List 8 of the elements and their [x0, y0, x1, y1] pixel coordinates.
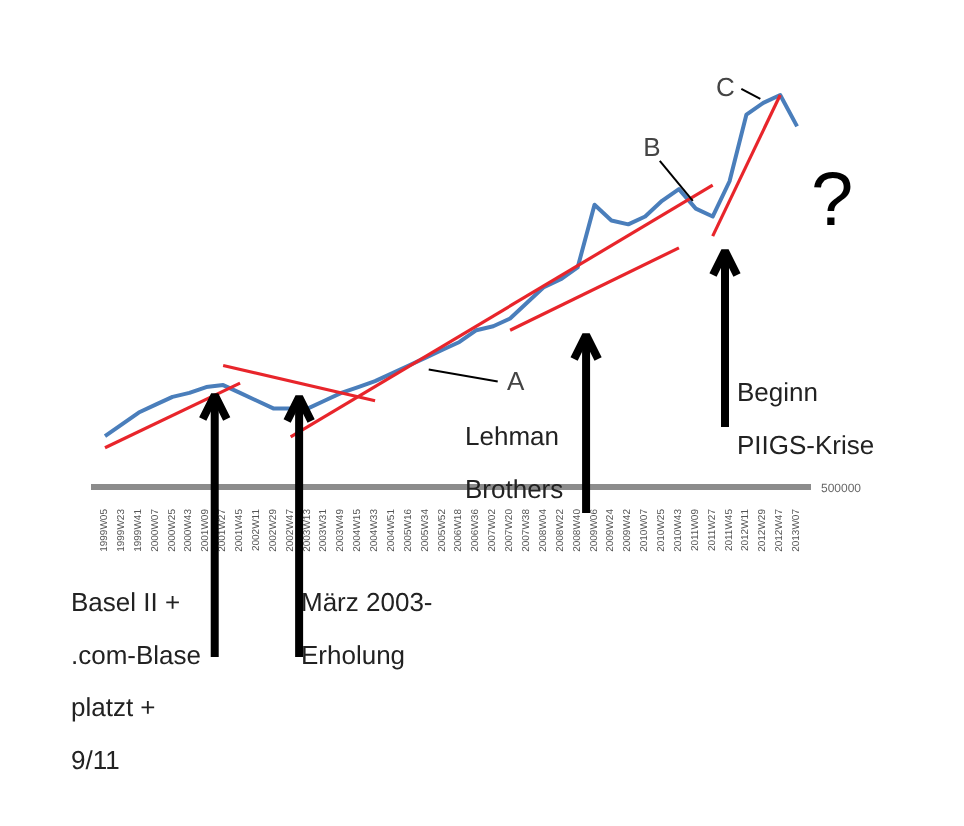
annotation: C — [715, 71, 735, 102]
text: März 2003- Erholung — [301, 587, 433, 670]
annotation: Lehman Brothers — [465, 421, 565, 504]
annotation: Beginn PIIGS-Krise — [737, 377, 875, 460]
text: Basel II + .com-Blase platzt + 9/11 — [71, 587, 202, 775]
annotation: B — [643, 131, 661, 162]
annotation: ? — [811, 159, 854, 243]
annotation: A — [507, 366, 526, 397]
